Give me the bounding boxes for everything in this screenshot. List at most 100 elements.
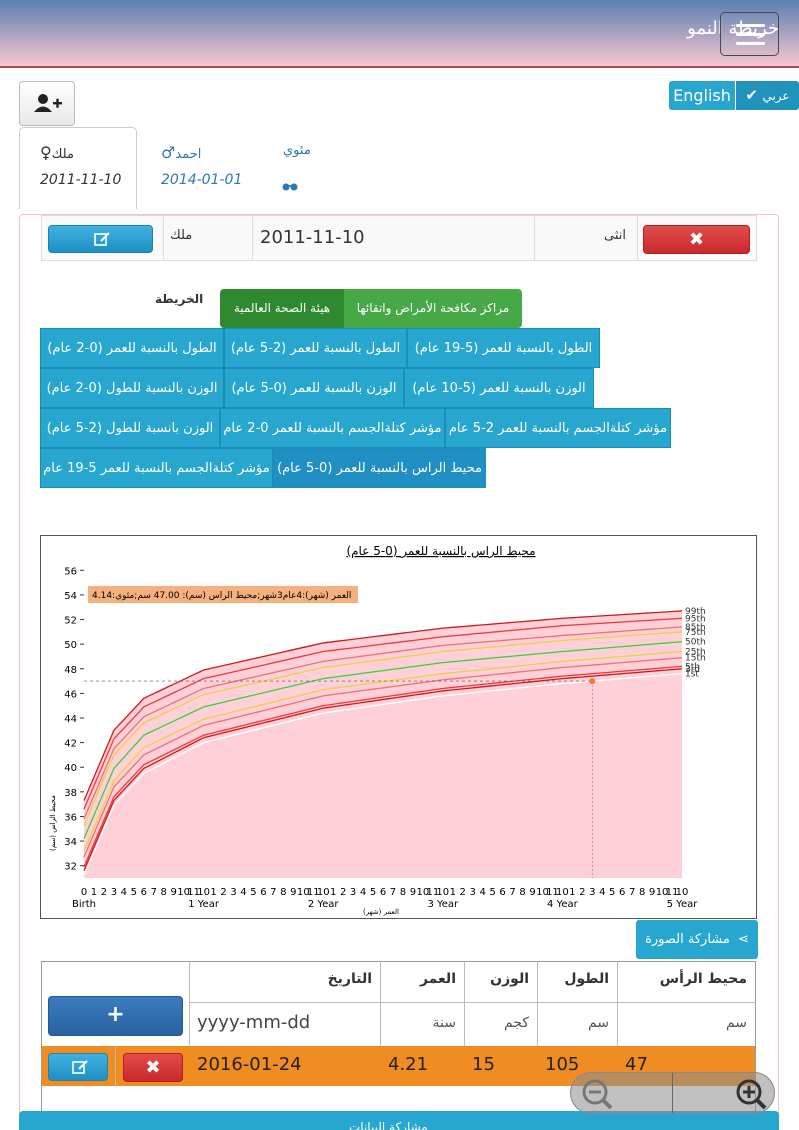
add-user-button[interactable] (19, 81, 75, 126)
series-line-99th (83, 610, 683, 801)
x-tick-label: 5 (250, 887, 256, 898)
series-line-15th (83, 657, 683, 858)
divider (617, 961, 618, 1086)
unit-weight: كجم (503, 1015, 529, 1031)
profile-date[interactable]: 2014-01-01 (161, 172, 243, 188)
plus-icon: + (106, 1002, 125, 1027)
share-icon: ⋖ (737, 932, 749, 947)
y-tick-label: 56 (64, 566, 77, 577)
x-tick-label: 1 (330, 887, 336, 898)
x-tick-label: 11 (187, 887, 200, 898)
x-tick-label: 3 (470, 887, 476, 898)
series-label-50th: 50th (685, 638, 706, 648)
chart-option[interactable]: مؤشر كتلةالجسم بالنسبة للعمر 0-2 عام (220, 408, 445, 448)
divider (189, 1002, 756, 1003)
chart-option[interactable]: الطول بالنسبة للعمر (5-19 عام) (407, 328, 600, 368)
y-tick-label: 34 (64, 837, 77, 848)
x-tick-label: 3 (589, 887, 595, 898)
x-tick-label: 1 (210, 887, 216, 898)
delete-row-button[interactable]: ✖ (123, 1053, 183, 1082)
x-tick-label: 3 (111, 887, 117, 898)
chart-option[interactable]: الطول بالنسبة للعمر (0-2 عام) (40, 328, 224, 368)
who-standard-button[interactable]: هيئة الصحة العالمية (220, 289, 344, 328)
top-navbar (0, 0, 799, 68)
divider (672, 1073, 673, 1113)
x-tick-label: 4 (599, 887, 605, 898)
chart-option[interactable]: الوزن بانسبة للطول (2-5 عام) (40, 408, 220, 448)
zoom-out-icon (582, 1079, 613, 1110)
series-label-95th: 95th (685, 614, 706, 624)
chart-option[interactable]: مؤشر كتلةالجسم بالنسبة للعمر 5-19 عام (40, 448, 273, 488)
x-tick-label: 8 (639, 887, 645, 898)
x-tick-label: 2 (579, 887, 585, 898)
chart-option[interactable]: الوزن بالنسبة للعمر (0-5 عام) (224, 368, 404, 408)
x-tick-label: 4 (240, 887, 246, 898)
x-major-label: 4 Year (547, 899, 579, 910)
y-tick-label: 52 (64, 616, 77, 627)
x-major-label: Birth (72, 899, 96, 910)
chart-option[interactable]: الطول بالنسبة للعمر (2-5 عام) (224, 328, 407, 368)
zoom-out-button[interactable] (571, 1073, 672, 1113)
unit-length: سم (587, 1015, 609, 1031)
glasses-icon (281, 178, 299, 197)
x-tick-label: 11 (666, 887, 679, 898)
chart-option-active[interactable]: محيط الراس بالنسبة للعمر (0-5 عام) (273, 448, 486, 488)
x-tick-label: 9 (529, 887, 535, 898)
x-tick-label: 8 (519, 887, 525, 898)
lang-arabic-button[interactable]: ✔ عربي (736, 81, 799, 110)
col-header-weight: الوزن (490, 971, 529, 987)
edit-icon (72, 1060, 88, 1074)
cdc-standard-button[interactable]: مراكز مكافحة الأمراض واتقائها (344, 289, 522, 328)
series-label-25th: 25th (685, 648, 706, 658)
x-tick-label: 2 (460, 887, 466, 898)
x-tick-label: 11 (546, 887, 559, 898)
chart-option[interactable]: الوزن بالنسبة للعمر (5-10 عام) (404, 368, 594, 408)
x-tick-label: 2 (220, 887, 226, 898)
x-tick-label: 4 (360, 887, 366, 898)
x-tick-label: 9 (290, 887, 296, 898)
cell-age: 4.21 (388, 1054, 429, 1075)
x-tick-label: 3 (230, 887, 236, 898)
x-tick-label: 9 (410, 887, 416, 898)
profile-name-link[interactable]: ♂احمد (161, 143, 202, 162)
series-label-99th: 99th (685, 607, 706, 617)
y-tick-label: 32 (64, 862, 77, 873)
chart-option[interactable]: مؤشر كتلةالجسم بالنسبة للعمر 2-5 عام (445, 408, 671, 448)
chart-option[interactable]: الوزن بالنسبة للطول (0-2 عام) (40, 368, 224, 408)
unit-head: سم (725, 1015, 747, 1031)
lang-english-button[interactable]: English (669, 81, 735, 110)
male-icon: ♂ (161, 143, 176, 162)
chart-canvas: محيط الراس بالنسبة للعمر (0-5 عام) 99th9… (49, 544, 706, 916)
y-tick-label: 38 (64, 788, 77, 799)
percentile-tab[interactable]: مئوي (283, 143, 311, 158)
x-major-label: 5 Year (667, 899, 699, 910)
profile-tab-active[interactable] (19, 127, 137, 209)
add-measurement-button[interactable]: + (48, 996, 183, 1036)
cell-head: 47 (625, 1054, 648, 1075)
zoom-in-button[interactable] (673, 1073, 774, 1113)
divider (252, 215, 253, 261)
x-tick-label: 5 (370, 887, 376, 898)
x-tick-label: 11 (426, 887, 439, 898)
check-icon: ✔ (745, 86, 758, 104)
delete-child-button[interactable]: ✖ (643, 225, 750, 254)
x-tick-label: 10 (656, 887, 669, 898)
share-image-button[interactable]: مشاركة الصورة ⋖ (636, 920, 758, 959)
edit-child-button[interactable] (48, 225, 153, 253)
date-input-placeholder[interactable]: yyyy-mm-dd (197, 1012, 311, 1033)
x-axis-label: العمر (شهر) (363, 908, 399, 916)
x-tick-label: 3 (350, 887, 356, 898)
y-tick-label: 54 (64, 591, 77, 602)
x-tick-label: 6 (260, 887, 266, 898)
series-label-5th: 5th (685, 662, 700, 672)
x-tick-label: 8 (280, 887, 286, 898)
edit-row-button[interactable] (48, 1053, 108, 1081)
hamburger-menu-button[interactable] (720, 12, 779, 56)
x-major-label: 1 Year (188, 899, 220, 910)
x-tick-label: 5 (609, 887, 615, 898)
x-tick-label: 10 (556, 887, 569, 898)
x-tick-label: 7 (629, 887, 635, 898)
share-data-bar[interactable]: مشاركة البيانات (19, 1111, 779, 1130)
x-tick-label: 6 (380, 887, 386, 898)
col-header-length: الطول (564, 971, 609, 987)
